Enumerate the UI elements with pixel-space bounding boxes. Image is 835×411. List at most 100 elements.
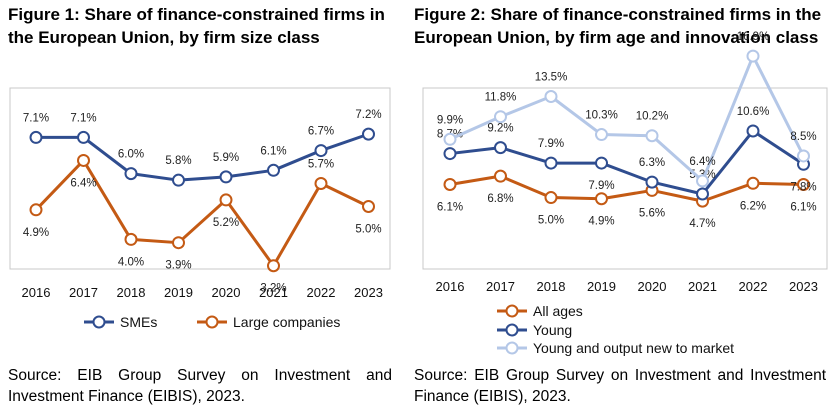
figure2-data-label: 10.2%: [636, 111, 669, 123]
figure1-point-large-companies: [219, 193, 233, 207]
figure1-point-smes: [362, 127, 375, 141]
figure1-point-smes: [29, 130, 43, 144]
figure1-point-large-companies: [362, 200, 375, 213]
figure1-xtick-label: 2019: [164, 285, 193, 300]
figure2-xtick-label: 2023: [789, 279, 818, 294]
figure2-data-label: 7.9%: [538, 138, 564, 150]
figure1-data-label: 3.9%: [165, 260, 191, 272]
figure2-legend-marker: [505, 323, 519, 337]
figure1-data-label: 5.7%: [308, 158, 334, 170]
figure1-xtick-label: 2018: [117, 285, 146, 300]
figure1-point-smes: [267, 163, 280, 177]
figure1-legend-label: Large companies: [233, 314, 340, 330]
figure2-point-young: [595, 156, 608, 170]
figure2-point-young: [696, 187, 709, 201]
figure2-source: Source: EIB Group Survey on Investment a…: [414, 367, 826, 405]
figure2-point-all-ages: [746, 176, 760, 190]
figure2-data-label: 6.8%: [487, 193, 513, 205]
figure2-data-label: 10.3%: [585, 110, 618, 122]
figure1-xtick-label: 2017: [69, 285, 98, 300]
figure2-data-label: 5.0%: [538, 215, 564, 227]
figure2-xtick-label: 2022: [739, 279, 768, 294]
figure1-series-line-smes: [36, 132, 369, 182]
figure2-data-label: 16.9%: [737, 31, 770, 43]
figure2-data-label: 13.5%: [535, 72, 568, 84]
figure1-data-label: 4.0%: [118, 256, 144, 268]
figure1-data-label: 6.4%: [70, 177, 96, 189]
figure1-data-label: 3.2%: [260, 283, 286, 295]
figure1-point-large-companies: [314, 176, 328, 190]
figure2-series-line-all-ages: [449, 174, 804, 203]
figure2-point-young-and-output-new-to-market: [797, 149, 810, 163]
figure1-legend-marker: [205, 315, 219, 329]
figure1-legend-marker: [92, 315, 106, 329]
figure1-series-line-large-companies: [34, 158, 370, 268]
figure1-xtick-label: 2021: [259, 285, 288, 300]
figure2-point-young-and-output-new-to-market: [544, 90, 558, 103]
figure2-point-all-ages: [797, 177, 810, 191]
figure2-data-label: 6.1%: [437, 201, 463, 213]
figure1-data-label: 7.2%: [355, 109, 381, 121]
figure2-point-all-ages: [544, 191, 558, 205]
figure2-data-label: 10.6%: [737, 106, 770, 118]
figure2-data-label: 4.9%: [588, 216, 614, 228]
figure1-title: Figure 1: Share of finance-constrained f…: [8, 5, 385, 47]
figure1-point-large-companies: [77, 153, 90, 167]
figure1-data-label: 6.1%: [260, 145, 286, 157]
figure2-point-young-and-output-new-to-market: [645, 129, 659, 143]
figure1-point-large-companies: [172, 236, 185, 250]
figure1-data-label: 5.9%: [213, 152, 239, 164]
figure2-data-label: 11.8%: [485, 92, 517, 104]
figure1-xtick-label: 2020: [212, 285, 241, 300]
figure1-point-smes: [77, 130, 90, 144]
figure1-legend-label: SMEs: [120, 314, 157, 330]
figure1-source: Source: EIB Group Survey on Investment a…: [8, 367, 392, 405]
figure2-series-line-young-and-output-new-to-market: [449, 54, 805, 183]
figure2-data-label: 8.5%: [790, 131, 816, 143]
figure2-xtick-label: 2019: [587, 279, 616, 294]
figure2-xtick-label: 2017: [486, 279, 515, 294]
figure2-series-line-young: [449, 129, 805, 196]
figure2-legend-label: Young: [533, 322, 572, 338]
figure2-data-label: 9.2%: [487, 123, 513, 135]
figure1-point-smes: [172, 173, 185, 187]
figure2-point-young: [746, 124, 760, 138]
figure2-legend-marker: [505, 341, 519, 355]
figure1-data-label: 5.2%: [213, 217, 239, 229]
figure2-point-young: [645, 175, 659, 189]
figure2-xtick-label: 2021: [688, 279, 717, 294]
figure2-point-young: [494, 141, 507, 155]
figure2-data-label: 4.7%: [689, 218, 715, 230]
figure2-point-young-and-output-new-to-market: [595, 128, 608, 142]
figure1-xtick-label: 2016: [22, 285, 51, 300]
figure2-point-young-and-output-new-to-market: [443, 132, 457, 146]
figure1-data-label: 6.7%: [308, 126, 334, 138]
figure2-legend-label: Young and output new to market: [533, 340, 734, 356]
figure2-xtick-label: 2018: [537, 279, 566, 294]
figure1-data-label: 7.1%: [23, 112, 49, 124]
figure1-point-large-companies: [267, 259, 280, 273]
figure2-point-young: [443, 147, 457, 161]
figure2-title: Figure 2: Share of finance-constrained f…: [414, 5, 822, 47]
figure2-point-young-and-output-new-to-market: [696, 174, 709, 188]
figure2-data-label: 7.8%: [790, 181, 816, 193]
figure1-point-smes: [314, 144, 328, 158]
figure1-point-smes: [219, 170, 233, 184]
figure2-data-label: 6.1%: [790, 201, 816, 213]
figure2-data-label: 7.9%: [588, 180, 614, 192]
figure1-data-label: 7.1%: [70, 112, 96, 124]
figure2-data-label: 6.3%: [639, 157, 665, 169]
figure2-xtick-label: 2016: [436, 279, 465, 294]
figure2-data-label: 5.6%: [639, 207, 665, 219]
figure2-data-label: 6.2%: [740, 200, 766, 212]
figure2-point-young-and-output-new-to-market: [494, 110, 507, 124]
figure1-data-label: 5.8%: [165, 155, 191, 167]
figure2-xtick-label: 2020: [638, 279, 667, 294]
figure2-legend-label: All ages: [533, 303, 583, 319]
figure1-xtick-label: 2022: [307, 285, 336, 300]
figure2-data-label: 9.9%: [437, 114, 463, 126]
figure2-point-all-ages: [494, 169, 507, 183]
figure1-data-label: 4.9%: [23, 227, 49, 239]
figure1-point-large-companies: [29, 203, 43, 217]
